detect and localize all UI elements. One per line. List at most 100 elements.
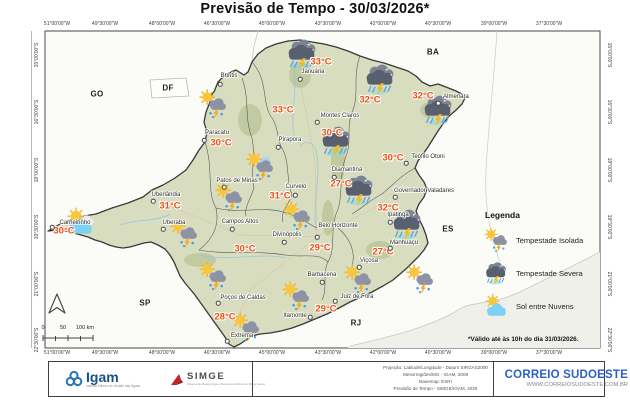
city-label: Uberlândia [151,192,181,198]
igam-subtitle: Instituto Mineiro de Gestão das Águas [86,383,141,388]
longitude-tick-top: 40°30'00"W [424,21,452,27]
city-label: Almenara [443,94,469,100]
map-legend: Legenda Tempestade Isolada Tempestade Se… [483,210,603,319]
city-label: Manhuaçu [389,240,419,246]
longitude-tick-bottom: 51°00'00"W [43,350,71,356]
credit-line: Projeção: Latitude/Longitude - Datum SIR… [383,365,488,371]
brand-url: WWW.CORREIOSUDOESTE.COM.BR [526,382,628,388]
latitude-tick-right: 21°00'00"S [606,271,612,297]
footer-credits-section: Projeção: Latitude/Longitude - Datum SIR… [253,362,494,396]
isolated-storm-icon [281,281,312,312]
state-label-go: GO [90,89,104,99]
temperature-label: 33°C [310,56,332,68]
scale-bar-label: 100 km [75,325,95,331]
city-dot-governador-valadares [392,194,398,200]
city-label: Juiz de Fora [340,294,374,300]
city-dot-diamantina [331,174,337,180]
longitude-tick-bottom: 39°00'00"W [480,350,508,356]
credit-line: Mesorregiões/MG - IGAM, 2009 [402,372,469,378]
latitude-tick-right: 18°00'00"S [606,157,612,183]
longitude-tick-bottom: 37°30'00"W [535,350,563,356]
credit-line: Previsão de Tempo - SIMGE/IGAM, 2026 [393,385,478,391]
city-dot-extrema [224,338,230,344]
latitude-tick-left: 15°00'00"S [34,42,40,68]
state-label-rj: RJ [350,318,362,328]
footer-logos-section: Igam Instituto Mineiro de Gestão das Águ… [49,362,265,396]
legend-item-label: Tempestade Isolada [516,235,584,245]
isolated-storm-icon [282,201,313,232]
igam-name: Igam [86,368,119,385]
latitude-tick-left: 22°30'00"S [34,327,40,353]
isolated-storm-icon [245,151,276,182]
city-dot-itamonte [307,314,313,320]
severe-storm-icon [362,63,399,96]
temperature-label: 28°C [214,311,236,323]
longitude-tick-top: 46°30'00"W [203,21,231,27]
temperature-label: 29°C [315,303,337,315]
city-label: Viçosa [360,258,378,264]
go-ba-border [251,30,259,63]
latitude-tick-right: 22°30'00"S [606,327,612,353]
df-boundary [149,77,190,99]
city-label: Governador Valadares [394,188,454,194]
city-dot-curvelo [292,192,298,198]
city-dot-barbacena [319,279,325,285]
city-label: Campos Altos [221,219,259,225]
longitude-tick-bottom: 48°00'00"W [148,350,176,356]
igam-logo: Igam Instituto Mineiro de Gestão das Águ… [65,370,140,388]
scale-bar-label: 0 [41,325,45,331]
city-label: Itamonte [283,313,307,319]
simge-subtitle: Sistema de Meteorologia e Recursos Hídri… [187,382,266,386]
isolated-storm-icon [198,89,229,120]
latitude-tick-right: 16°30'00"S [606,99,612,125]
roads [159,81,421,341]
city-label: Extrema [230,333,254,339]
isolated-storm-icon [198,261,229,292]
city-label: Poços de Caldas [220,295,266,301]
city-label: Curvelo [285,184,307,190]
temperature-label: 30°C [382,152,404,164]
igam-drops-icon [65,370,83,387]
simge-name: SIMGE [187,371,226,382]
city-label: Ipatinga [387,212,409,218]
longitude-tick-bottom: 43°30'00"W [314,350,342,356]
severe-storm-icon [483,260,509,286]
brand-name: CORREIO SUDOESTE [504,369,628,381]
longitude-tick-top: 43°30'00"W [314,21,342,27]
longitude-tick-top: 48°00'00"W [148,21,176,27]
sun-clouds-icon [483,293,509,319]
city-label: Uberaba [162,220,186,226]
temperature-label: 30°C [210,137,232,149]
city-dot-divin-polis [281,239,287,245]
longitude-tick-top: 37°30'00"W [535,21,563,27]
temperature-label: 31°C [159,200,181,212]
longitude-tick-top: 45°00'00"W [258,21,286,27]
latitude-tick-left: 16°30'00"S [34,99,40,125]
city-dot-te-filo-otoni [403,160,409,166]
longitude-tick-bottom: 46°30'00"W [203,350,231,356]
city-label: Paracatu [204,130,230,136]
temperature-label: 29°C [309,242,331,254]
credit-line: Basemap: ESRI [419,379,452,384]
north-arrow-icon [48,293,66,314]
legend-item-severe-storm: Tempestade Severa [483,260,603,286]
longitude-tick-top: 39°00'00"W [480,21,508,27]
coastline [349,251,601,347]
latitude-tick-left: 18°00'00"S [34,157,40,183]
temperature-label: 27°C [372,246,394,258]
city-label: Patos de Minas [216,178,258,184]
temperature-label: 30°C [234,243,256,255]
scale-bar-label: 50 [59,325,67,331]
validity-note: *Válido até às 10h do dia 31/03/2026. [468,336,579,343]
mesoregion-borders [198,55,416,301]
simge-logo: SIMGE Sistema de Meteorologia e Recursos… [170,372,265,386]
city-dot-juiz-de-fora [332,298,338,304]
city-dot-campos-altos [229,226,235,232]
longitude-tick-bottom: 40°30'00"W [424,350,452,356]
state-label-df: DF [162,83,174,93]
longitude-tick-top: 49°30'00"W [91,21,119,27]
city-dot-po-os-de-caldas [215,300,221,306]
longitude-tick-bottom: 45°00'00"W [258,350,286,356]
legend-item-label: Tempestade Severa [516,268,583,278]
